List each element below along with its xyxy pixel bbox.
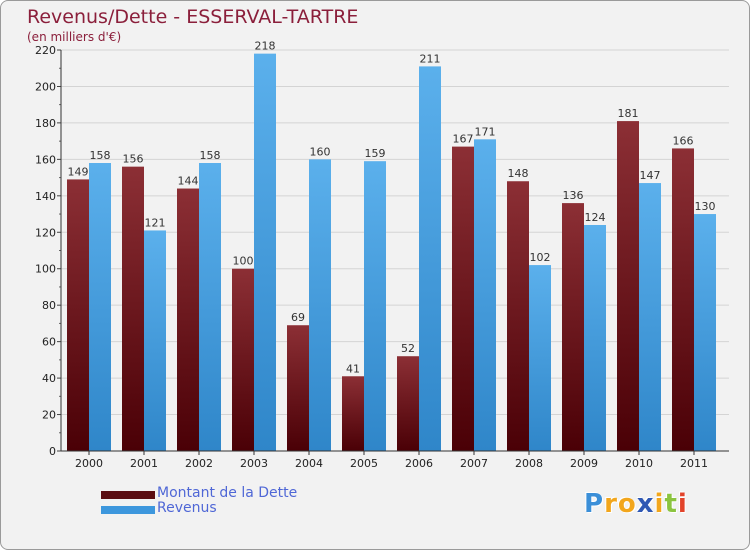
data-label-revenus: 159 — [365, 147, 386, 160]
x-tick-label: 2009 — [570, 457, 598, 470]
labels-layer: 0204060801001201401601802002201491582000… — [35, 40, 716, 470]
x-tick-label: 2000 — [75, 457, 103, 470]
bar-revenus — [144, 230, 166, 451]
data-label-revenus: 158 — [90, 149, 111, 162]
data-label-dette: 181 — [618, 107, 639, 120]
bar-revenus — [309, 159, 331, 451]
data-label-revenus: 211 — [420, 52, 441, 65]
bar-revenus — [584, 224, 606, 451]
x-tick-label: 2005 — [350, 457, 378, 470]
data-label-dette: 41 — [346, 362, 360, 375]
legend-swatch-dette — [101, 491, 155, 499]
data-label-dette: 149 — [68, 165, 89, 178]
y-tick-label: 220 — [35, 44, 56, 57]
bar-dette — [122, 166, 144, 451]
x-tick-label: 2007 — [460, 457, 488, 470]
x-tick-label: 2008 — [515, 457, 543, 470]
bars-layer — [67, 53, 716, 452]
logo-letter: i — [677, 489, 688, 519]
y-tick-label: 80 — [42, 299, 56, 312]
y-tick-label: 20 — [42, 409, 56, 422]
data-label-dette: 156 — [123, 153, 144, 166]
y-tick-label: 40 — [42, 372, 56, 385]
data-label-dette: 144 — [178, 175, 199, 188]
data-label-revenus: 160 — [310, 145, 331, 158]
legend-swatch-revenus — [101, 506, 155, 514]
data-label-dette: 148 — [508, 167, 529, 180]
data-label-revenus: 147 — [640, 169, 661, 182]
bar-dette — [397, 356, 419, 451]
x-tick-label: 2003 — [240, 457, 268, 470]
bar-dette — [287, 325, 309, 451]
bar-dette — [507, 181, 529, 451]
x-tick-label: 2001 — [130, 457, 158, 470]
y-tick-label: 180 — [35, 117, 56, 130]
bar-dette — [67, 179, 89, 451]
y-tick-label: 60 — [42, 336, 56, 349]
y-tick-label: 100 — [35, 263, 56, 276]
logo-letter: t — [664, 489, 678, 519]
bar-revenus — [474, 139, 496, 451]
data-label-revenus: 124 — [585, 211, 606, 224]
y-tick-label: 0 — [49, 445, 56, 458]
bar-dette — [177, 188, 199, 451]
bar-revenus — [639, 183, 661, 452]
data-label-dette: 166 — [673, 134, 694, 147]
data-label-dette: 167 — [453, 133, 474, 146]
y-tick-label: 160 — [35, 153, 56, 166]
axes — [57, 49, 729, 455]
data-label-dette: 100 — [233, 255, 254, 268]
x-tick-label: 2002 — [185, 457, 213, 470]
bar-dette — [232, 268, 254, 451]
bar-dette — [672, 148, 694, 451]
bar-dette — [342, 376, 364, 451]
x-tick-label: 2011 — [680, 457, 708, 470]
data-label-revenus: 130 — [695, 200, 716, 213]
y-tick-label: 120 — [35, 226, 56, 239]
y-tick-label: 140 — [35, 190, 56, 203]
bar-revenus — [529, 265, 551, 451]
bar-revenus — [89, 163, 111, 451]
bar-dette — [617, 121, 639, 451]
proxiti-logo: Proxiti — [584, 489, 688, 519]
logo-letter: x — [636, 489, 655, 519]
x-tick-label: 2004 — [295, 457, 323, 470]
bar-dette — [452, 146, 474, 451]
bar-revenus — [694, 214, 716, 451]
data-label-revenus: 102 — [530, 251, 551, 264]
legend-label-dette: Montant de la Dette — [157, 485, 298, 501]
data-label-revenus: 218 — [255, 40, 276, 53]
x-tick-label: 2006 — [405, 457, 433, 470]
data-label-revenus: 121 — [145, 216, 166, 229]
bar-revenus — [199, 163, 221, 451]
legend-label-revenus: Revenus — [157, 500, 217, 516]
data-label-revenus: 158 — [200, 149, 221, 162]
data-label-dette: 69 — [291, 311, 305, 324]
logo-letter: i — [654, 489, 665, 519]
bar-revenus — [254, 53, 276, 452]
logo-letter: P — [584, 489, 605, 519]
bar-dette — [562, 203, 584, 451]
data-label-dette: 136 — [563, 189, 584, 202]
logo-letter: r — [604, 489, 618, 519]
data-label-dette: 52 — [401, 342, 415, 355]
chart-subtitle: (en milliers d'€) — [27, 30, 122, 44]
y-tick-label: 200 — [35, 80, 56, 93]
data-label-revenus: 171 — [475, 125, 496, 138]
logo-letter: o — [617, 489, 637, 519]
chart-title: Revenus/Dette - ESSERVAL-TARTRE — [27, 6, 359, 28]
bar-revenus — [364, 161, 386, 451]
x-tick-label: 2010 — [625, 457, 653, 470]
bar-revenus — [419, 66, 441, 452]
